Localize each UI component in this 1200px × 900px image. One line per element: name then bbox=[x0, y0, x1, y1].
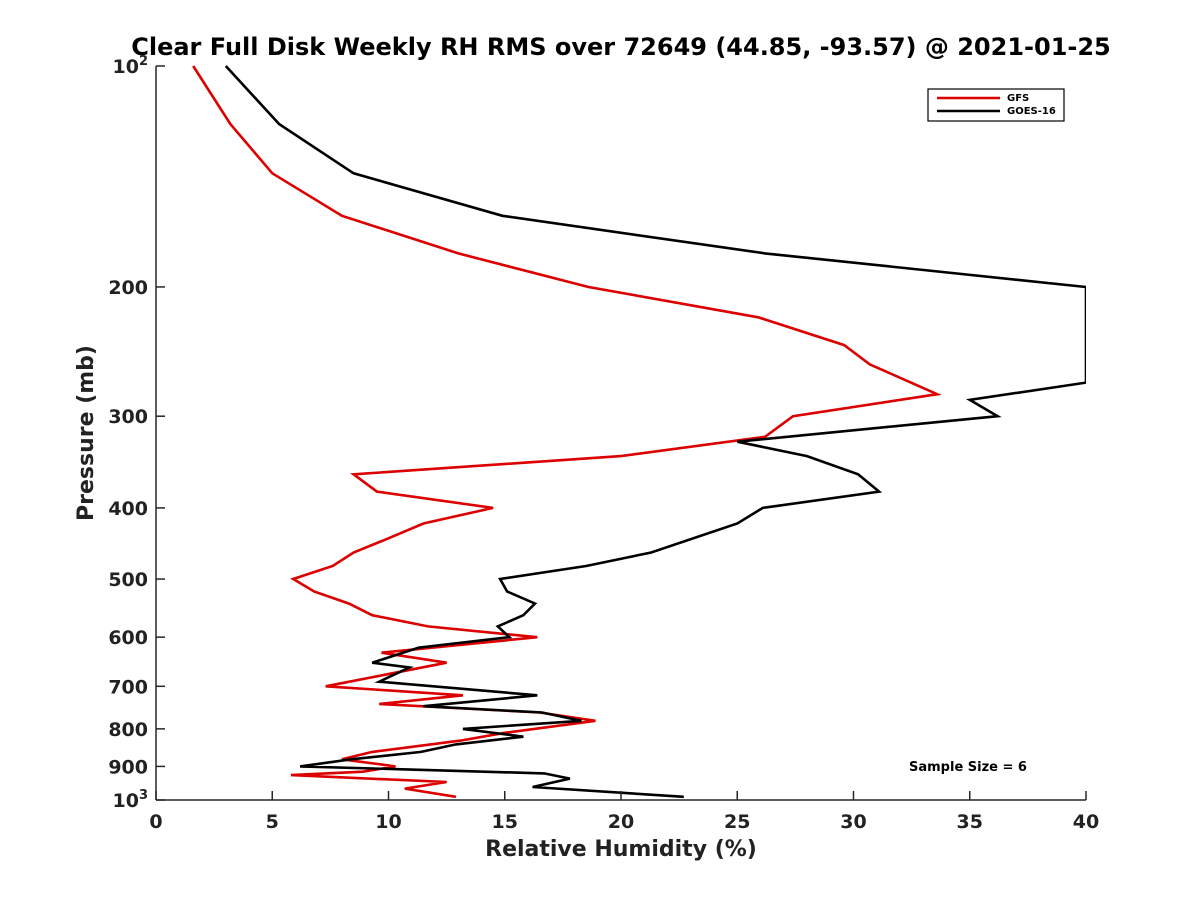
y-tick-label: 102 bbox=[113, 54, 149, 78]
series-line-goes-16 bbox=[224, 65, 1086, 799]
x-tick-label: 30 bbox=[840, 811, 866, 833]
y-tick-label: 103 bbox=[113, 788, 149, 812]
y-tick-label: 600 bbox=[108, 627, 148, 649]
legend: GFS GOES-16 bbox=[927, 88, 1065, 122]
x-tick-label: 5 bbox=[266, 811, 279, 833]
x-tick-label: 10 bbox=[375, 811, 401, 833]
y-tick-label: 700 bbox=[108, 676, 148, 698]
x-tick-labels: 0 5 10 15 20 25 30 35 40 bbox=[149, 811, 1099, 833]
series-layer bbox=[192, 65, 1086, 799]
y-tick-labels: 102 200 300 400 500 600 700 800 900 103 bbox=[108, 54, 148, 812]
x-axis-label: Relative Humidity (%) bbox=[485, 837, 757, 862]
x-tick-label: 15 bbox=[492, 811, 518, 833]
y-tick-label: 200 bbox=[108, 277, 148, 299]
x-tick-label: 25 bbox=[724, 811, 750, 833]
y-axis-label: Pressure (mb) bbox=[74, 345, 99, 521]
series-line-gfs bbox=[192, 65, 942, 799]
legend-label-goes-16: GOES-16 bbox=[1007, 106, 1056, 117]
x-tick-label: 20 bbox=[608, 811, 634, 833]
sample-size-annotation: Sample Size = 6 bbox=[909, 760, 1027, 775]
chart-title: Clear Full Disk Weekly RH RMS over 72649… bbox=[131, 33, 1111, 61]
legend-label-gfs: GFS bbox=[1007, 93, 1029, 104]
x-tick-label: 0 bbox=[149, 811, 162, 833]
y-tick-label: 800 bbox=[108, 719, 148, 741]
legend-box bbox=[927, 88, 1065, 122]
y-tick-label: 500 bbox=[108, 569, 148, 591]
y-tick-label: 900 bbox=[108, 756, 148, 778]
axes-layer bbox=[155, 65, 1087, 801]
y-tick-label: 400 bbox=[108, 498, 148, 520]
x-tick-label: 35 bbox=[957, 811, 983, 833]
x-tick-label: 40 bbox=[1073, 811, 1099, 833]
y-tick-label: 300 bbox=[108, 406, 148, 428]
